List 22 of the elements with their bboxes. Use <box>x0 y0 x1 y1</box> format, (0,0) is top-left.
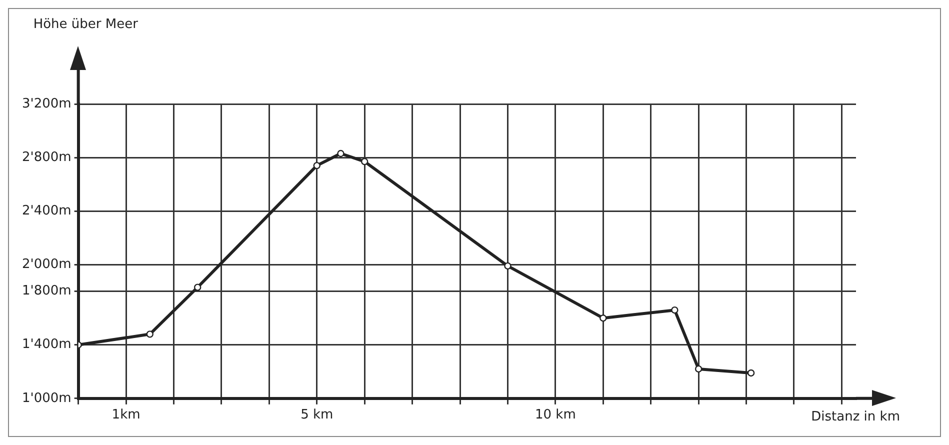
point <box>337 150 344 158</box>
point <box>600 314 607 322</box>
x-axis-title: Distanz in km <box>811 409 900 424</box>
y-tick-label: 2'800m <box>22 150 72 165</box>
x-tick-label: 10 km <box>534 408 576 423</box>
y-tick-label: 1'000m <box>22 390 72 406</box>
y-tick-label: 1'400m <box>22 337 72 352</box>
point <box>747 369 755 377</box>
point <box>313 162 320 170</box>
point <box>194 284 202 291</box>
point <box>671 306 678 314</box>
x-tick-label: 5 km <box>300 408 334 423</box>
point <box>504 262 512 270</box>
y-tick-label: 2'400m <box>22 203 72 218</box>
y-tick-label: 3'200m <box>22 96 72 112</box>
point <box>694 365 702 373</box>
point <box>360 158 368 166</box>
y-tick-label: 1'800m <box>22 284 72 299</box>
y-tick-label: 2'000m <box>22 256 72 272</box>
x-tick-label: 1km <box>112 408 140 423</box>
y-axis-title: Höhe über Meer <box>33 17 139 32</box>
point <box>146 330 154 338</box>
